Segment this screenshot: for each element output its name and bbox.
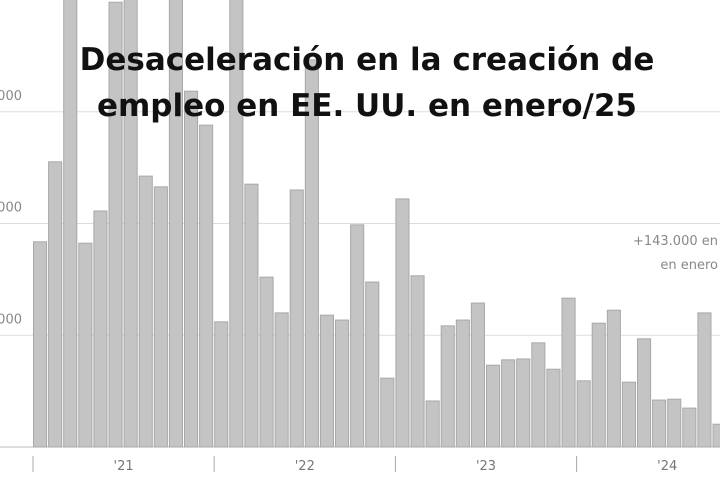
bar — [48, 161, 63, 448]
y-tick-label: 750.000 — [0, 89, 22, 104]
bar — [606, 309, 621, 448]
bar — [546, 368, 561, 448]
bar — [501, 359, 516, 448]
bar — [576, 380, 591, 448]
bar — [365, 281, 380, 448]
bar — [621, 381, 637, 448]
bar — [274, 312, 289, 448]
bar — [455, 319, 470, 448]
bar — [591, 322, 606, 448]
bar — [395, 198, 410, 448]
bar — [440, 325, 455, 448]
x-tick-label: '24 — [657, 459, 677, 474]
bar — [561, 297, 576, 448]
bar — [470, 302, 485, 448]
bar — [259, 276, 274, 448]
bar — [108, 1, 123, 448]
bar — [410, 275, 425, 448]
bar — [697, 312, 712, 448]
bar — [486, 364, 501, 448]
bar — [138, 175, 153, 448]
bar — [319, 314, 334, 448]
bar — [33, 241, 48, 448]
bar — [304, 59, 319, 448]
bar — [667, 398, 682, 448]
bar — [153, 186, 168, 448]
bar — [168, 0, 183, 448]
chart-title: empleo en EE. UU. en enero/25 — [97, 88, 637, 124]
bar — [637, 338, 652, 448]
bar — [380, 377, 395, 448]
bar — [335, 319, 350, 448]
bar — [712, 423, 720, 448]
y-tick-label: 500.000 — [0, 201, 22, 216]
bar — [63, 0, 78, 448]
bar — [652, 399, 667, 448]
bar — [93, 210, 108, 448]
x-tick-label: '23 — [476, 459, 496, 474]
bar — [229, 0, 244, 448]
chart-title: Desaceleración en la creación de — [80, 42, 655, 78]
x-tick-label: '21 — [114, 459, 134, 474]
bar — [682, 407, 697, 448]
bar — [516, 358, 531, 448]
bar — [123, 0, 138, 448]
bar — [214, 321, 229, 448]
bar — [184, 90, 199, 448]
bar — [289, 189, 304, 448]
x-tick-label: '22 — [295, 459, 315, 474]
bar — [425, 400, 440, 448]
annotation: +143.000 en — [633, 234, 718, 249]
annotation: en enero — [660, 258, 718, 273]
bar — [78, 242, 93, 448]
bar — [199, 124, 214, 448]
bar — [531, 342, 546, 448]
bar — [350, 224, 365, 448]
bar — [244, 183, 259, 448]
y-tick-label: 250.000 — [0, 312, 22, 327]
